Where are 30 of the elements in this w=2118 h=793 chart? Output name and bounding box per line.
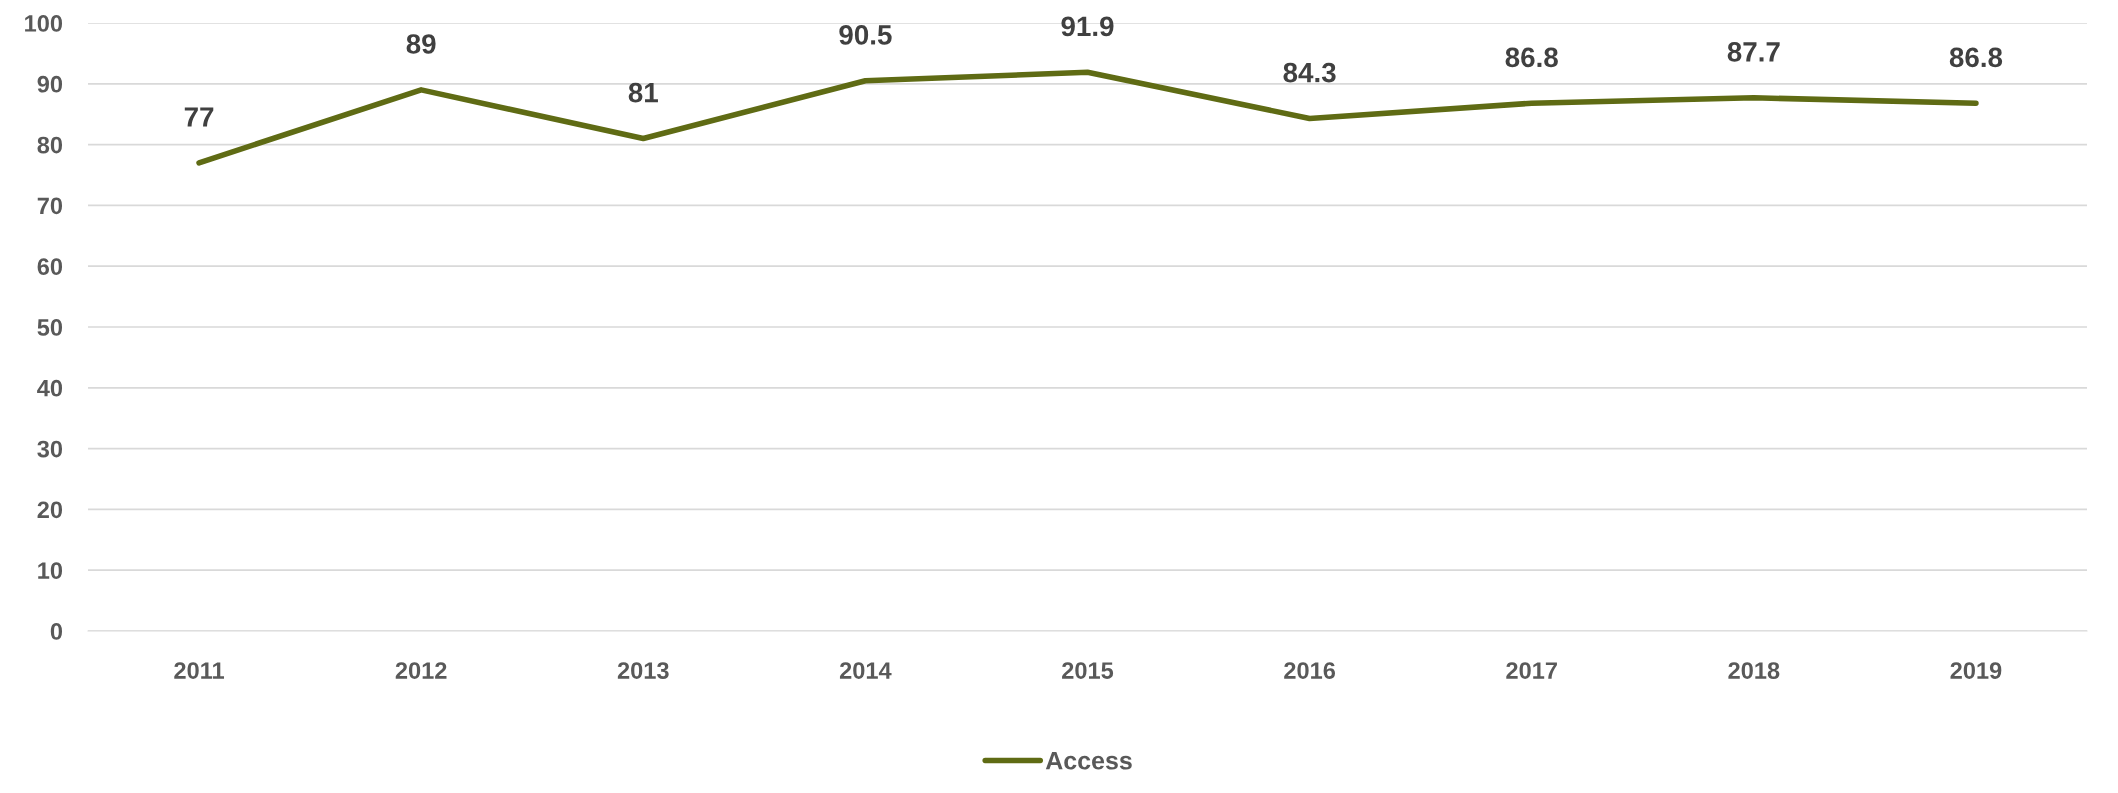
x-tick-label: 2017 [1506, 662, 1557, 679]
data-label: 90.5 [839, 25, 892, 45]
y-tick-label: 100 [25, 15, 63, 32]
x-tick-label: 2019 [1950, 662, 2002, 679]
legend-label: Access [1045, 752, 1132, 770]
y-tick-label: 0 [50, 623, 63, 640]
data-label: 86.8 [1505, 47, 1558, 68]
x-tick-label: 2016 [1284, 662, 1336, 679]
y-tick-label: 80 [37, 136, 63, 154]
y-tick-label: 10 [38, 562, 63, 579]
x-tick-label: 2012 [395, 662, 447, 679]
data-label: 84.3 [1283, 62, 1336, 83]
x-tick-label: 2018 [1728, 662, 1780, 679]
data-label: 87.7 [1727, 42, 1780, 62]
y-tick-label: 60 [37, 258, 63, 275]
data-label: 91.9 [1061, 16, 1114, 37]
data-label: 81 [628, 82, 658, 103]
x-tick-label: 2013 [617, 662, 669, 679]
y-tick-label: 90 [37, 75, 63, 93]
data-label: 77 [184, 107, 214, 127]
data-label: 86.8 [1949, 47, 2003, 68]
x-tick-label: 2014 [839, 662, 892, 679]
data-label: 89 [406, 34, 436, 54]
y-tick-label: 20 [37, 501, 63, 519]
x-tick-label: 2015 [1062, 662, 1114, 679]
x-tick-label: 2011 [174, 662, 225, 679]
y-tick-label: 40 [37, 379, 63, 397]
y-tick-label: 30 [37, 440, 63, 458]
y-tick-label: 70 [37, 197, 63, 215]
y-tick-label: 50 [37, 319, 63, 336]
